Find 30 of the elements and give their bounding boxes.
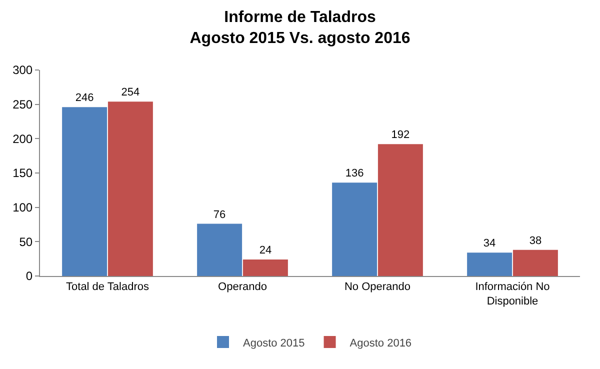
bar [242, 260, 288, 276]
data-label: 34 [483, 238, 496, 250]
bar [467, 252, 512, 276]
data-label: 192 [391, 129, 410, 142]
bar [62, 107, 108, 276]
x-tick-label: Total de Taladros [66, 281, 150, 294]
y-tick-label: 300 [12, 63, 33, 78]
data-label: 76 [213, 208, 226, 221]
y-tick-label: 150 [12, 166, 33, 180]
y-tick-label: 200 [12, 132, 33, 146]
bar [108, 102, 153, 276]
bar [378, 144, 423, 276]
data-label: 136 [345, 168, 364, 180]
data-label: 38 [529, 234, 542, 247]
y-tick-label: 250 [12, 98, 33, 112]
data-label: 246 [75, 92, 94, 104]
y-tick-label: 50 [19, 234, 33, 249]
y-tick-label: 0 [26, 269, 33, 284]
x-tick-label: Información No Disponible [475, 281, 550, 308]
y-tick-label: 100 [12, 200, 33, 215]
legend-label: Agosto 2016 [350, 337, 412, 350]
x-tick-label: No Operando [344, 281, 411, 294]
bar [197, 224, 242, 276]
bar [512, 250, 558, 276]
data-label: 24 [259, 244, 272, 257]
bar [332, 182, 378, 276]
data-label: 254 [121, 86, 140, 99]
chart-title: Informe de Taladros Agosto 2015 Vs. agosto 2016 [190, 9, 410, 47]
legend-label: Agosto 2015 [243, 337, 305, 350]
x-tick-label: Operando [218, 281, 267, 294]
